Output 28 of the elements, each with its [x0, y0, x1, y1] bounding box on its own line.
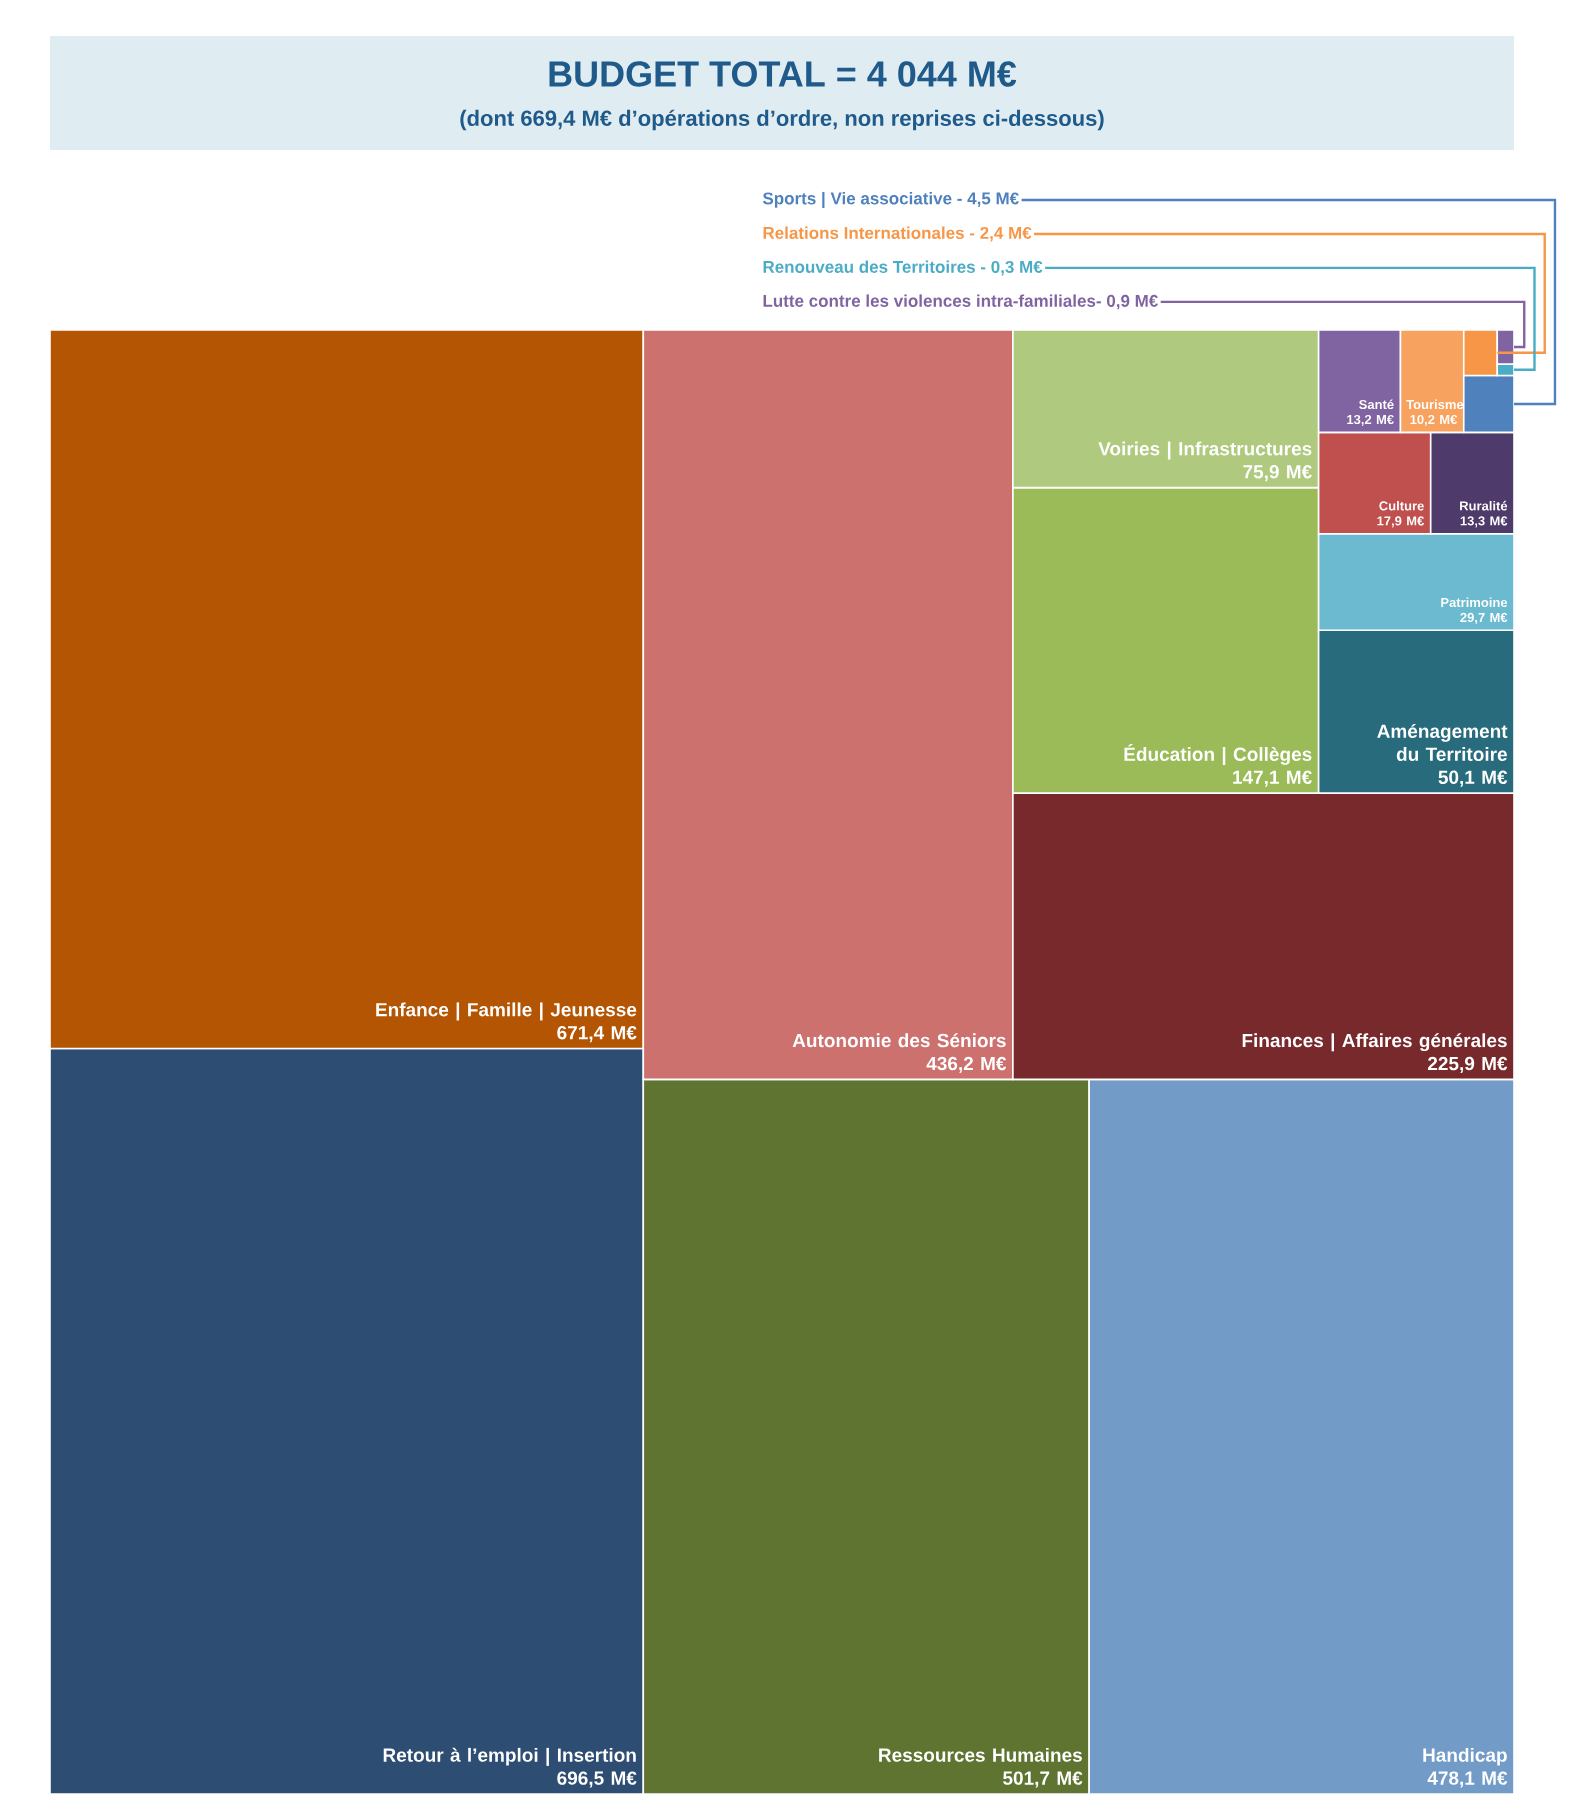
- category-label: Ressources Humaines: [879, 1747, 1082, 1762]
- data-label: 75,9 M€: [1243, 465, 1312, 482]
- text: BUDGET TOTAL = 4 044 M€: [549, 61, 1017, 87]
- category-label: Lutte contre les violences intra-familiales-: [763, 294, 1101, 307]
- data-label: 501,7 M€: [1003, 1771, 1083, 1788]
- category-label: Retour à l’emploi | Insertion: [383, 1747, 636, 1766]
- category-label: Éducation | Collèges: [1124, 743, 1312, 766]
- data-label: 50,1 M€: [1438, 770, 1508, 787]
- category-label: Voiries | Infrastructures: [1098, 441, 1312, 460]
- data-label: 225,9 M€: [1427, 1056, 1508, 1074]
- data-label: 4,5 M€: [967, 192, 1019, 207]
- category-label: Handicap: [1423, 1747, 1507, 1766]
- data-label: 671,4 M€: [557, 1025, 637, 1043]
- data-label: 0,9 M€: [1106, 294, 1158, 310]
- data-label: 0,3 M€: [991, 260, 1043, 276]
- category-label: Autonomie des Séniors: [792, 1033, 1006, 1048]
- data-label: 436,2 M€: [926, 1056, 1007, 1074]
- data-label: 2,4 M€: [980, 226, 1032, 242]
- category-label: Aménagement du Territoire: [1377, 723, 1508, 762]
- category-label: Enfance | Famille | Jeunesse: [376, 1002, 637, 1021]
- data-label: 696,5 M€: [557, 1771, 637, 1788]
- text: (dont 669,4 M€ d’opérations d’ordre, non reprises ci-dessous): [460, 109, 1104, 131]
- category-label: Relations Internationales -: [763, 226, 975, 239]
- category-label: Renouveau des Territoires -: [763, 260, 986, 273]
- category-label: Finances | Affaires générales: [1242, 1033, 1507, 1052]
- data-label: 478,1 M€: [1427, 1771, 1508, 1788]
- category-label: Sports | Vie associative -: [762, 191, 962, 209]
- data-label: 147,1 M€: [1233, 770, 1312, 787]
